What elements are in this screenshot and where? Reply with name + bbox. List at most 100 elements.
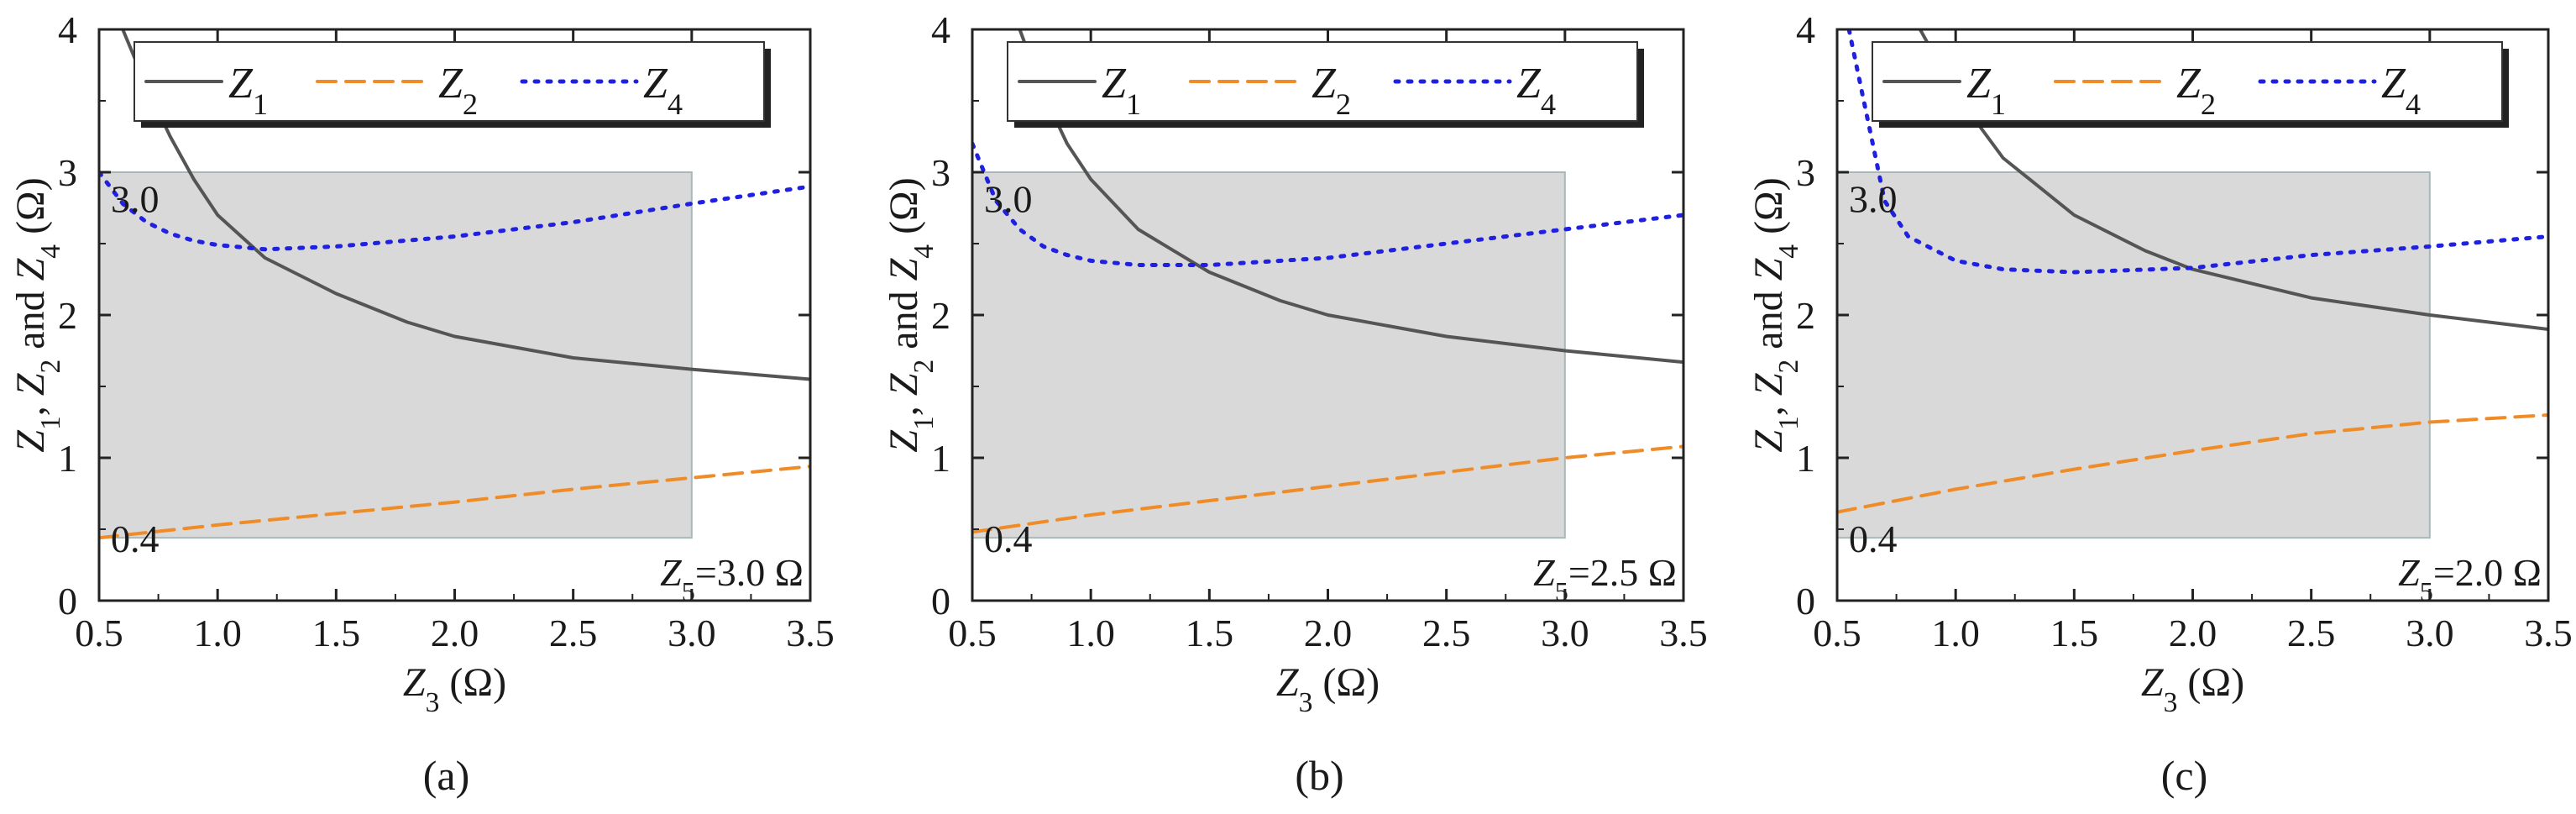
x-tick-label: 3.5 xyxy=(2524,612,2573,654)
legend-label-z2: Z2 xyxy=(438,60,478,121)
region-label-upper: 3.0 xyxy=(111,178,160,221)
legend-label-z4-var: Z xyxy=(643,60,668,108)
y-axis-label-text: , xyxy=(1746,396,1791,416)
panels: 3.00.4Z5=3.0 Ω0.5 1.0 1.5 2.0 2.5 3.0 3.501234… xyxy=(8,8,2573,799)
y-axis-label-var: Z xyxy=(8,429,53,453)
y-axis-label-var: Z xyxy=(1746,372,1791,396)
x-tick-label: 2.5 xyxy=(549,612,598,654)
x-tick-label: 1.0 xyxy=(1931,612,1980,654)
z5-label: Z5=3.0 Ω xyxy=(660,551,804,607)
series-z4 xyxy=(1846,29,2548,275)
y-axis-label-sub: 4 xyxy=(35,244,66,259)
region-label-upper: 3.0 xyxy=(984,178,1033,221)
legend-label-z4-sub: 4 xyxy=(2406,87,2421,121)
region-label-lower: 0.4 xyxy=(1849,517,1898,560)
legend-label-z2-var: Z xyxy=(2176,60,2202,108)
z5-label-sub: 5 xyxy=(682,576,695,607)
legend: Z1 Z2 Z4 xyxy=(1872,41,2509,128)
legend-label-z4: Z4 xyxy=(643,60,683,121)
legend-label-z1: Z1 xyxy=(228,60,268,121)
y-tick-label: 2 xyxy=(58,294,77,337)
legend-label-z1-var: Z xyxy=(228,60,254,108)
y-axis-label-text: , xyxy=(8,396,53,416)
y-axis-label-var: Z xyxy=(8,257,53,281)
x-tick-label: 1.0 xyxy=(193,612,242,654)
x-tick-label: 3.5 xyxy=(1659,612,1708,654)
y-axis-label-sub: 2 xyxy=(1773,360,1804,374)
legend-label-z1: Z1 xyxy=(1102,60,1141,121)
shaded-region xyxy=(98,171,693,539)
y-axis-label-text: and xyxy=(8,281,53,359)
y-tick-label: 1 xyxy=(1796,437,1815,480)
x-tick-label: 2.5 xyxy=(1422,612,1471,654)
y-axis-label-text: and xyxy=(882,281,926,359)
chart-panel-c: 3.00.4Z5=2.0 Ω0.5 1.0 1.5 2.0 2.5 3.0 3.501234… xyxy=(1746,8,2573,799)
y-axis-label-text: , xyxy=(882,396,926,416)
legend-box xyxy=(1872,41,2503,122)
x-tick-label: 2.5 xyxy=(2287,612,2336,654)
y-tick-label: 3 xyxy=(931,151,950,194)
z5-label-sub: 5 xyxy=(2420,576,2433,607)
legend-label-z4-sub: 4 xyxy=(668,87,683,121)
y-axis-label-text: and xyxy=(1746,281,1791,359)
legend-box xyxy=(1007,41,1638,122)
legend-label-z4: Z4 xyxy=(2381,60,2421,121)
x-tick-label: 3.5 xyxy=(786,612,835,654)
y-axis-label-sub: 2 xyxy=(35,360,66,374)
y-axis-label: Z1, Z2 and Z4 (Ω) xyxy=(8,177,66,452)
y-axis-label-sub: 4 xyxy=(908,244,940,259)
chart-panel-b: 3.00.4Z5=2.5 Ω0.5 1.0 1.5 2.0 2.5 3.0 3.501234… xyxy=(882,8,1708,799)
panel-caption: (a) xyxy=(423,752,470,799)
series-z4 xyxy=(972,141,1683,267)
y-axis-label-text: (Ω) xyxy=(1746,177,1791,244)
x-tick-label: 3.0 xyxy=(668,612,716,654)
y-axis-label-var: Z xyxy=(1746,257,1791,281)
shaded-region xyxy=(1836,171,2431,539)
legend-label-z4-var: Z xyxy=(2381,60,2406,108)
x-tick-label: 3.0 xyxy=(1541,612,1589,654)
shaded-region xyxy=(971,171,1566,539)
legend: Z1 Z2 Z4 xyxy=(134,41,771,128)
x-axis-label-rest: (Ω) xyxy=(439,660,506,705)
x-tick-label: 1.0 xyxy=(1066,612,1115,654)
x-axis-label-rest: (Ω) xyxy=(2177,660,2244,705)
series-z1 xyxy=(121,29,810,381)
legend-label-z2-sub: 2 xyxy=(2201,87,2216,121)
z5-label: Z5=2.5 Ω xyxy=(1533,551,1677,607)
y-axis-label-var: Z xyxy=(1746,429,1791,453)
y-axis-label: Z1, Z2 and Z4 (Ω) xyxy=(882,177,940,452)
series-z2 xyxy=(972,444,1683,534)
legend-label-z1-sub: 1 xyxy=(1991,87,2006,121)
panel-caption: (b) xyxy=(1295,752,1343,799)
x-tick-label: 0.5 xyxy=(75,612,123,654)
z5-label-rest: =3.0 Ω xyxy=(695,551,804,594)
legend-label-z2: Z2 xyxy=(1312,60,1351,121)
y-tick-label: 4 xyxy=(931,8,950,51)
x-axis-label-sub: 3 xyxy=(426,687,440,718)
y-tick-label: 0 xyxy=(1796,580,1815,622)
legend-label-z2-sub: 2 xyxy=(463,87,478,121)
legend-label-z1: Z1 xyxy=(1966,60,2006,121)
legend: Z1 Z2 Z4 xyxy=(1007,41,1644,128)
z5-label-var: Z xyxy=(1533,551,1555,594)
y-axis-label-sub: 1 xyxy=(1773,416,1804,430)
y-tick-label: 4 xyxy=(1796,8,1815,51)
chart-panel-a: 3.00.4Z5=3.0 Ω0.5 1.0 1.5 2.0 2.5 3.0 3.501234… xyxy=(8,8,835,799)
legend-label-z4-sub: 4 xyxy=(1541,87,1556,121)
x-axis-label-sub: 3 xyxy=(2164,687,2178,718)
x-axis-label-var: Z xyxy=(1276,660,1300,705)
y-tick-label: 0 xyxy=(931,580,950,622)
x-axis-label-rest: (Ω) xyxy=(1312,660,1380,705)
y-tick-label: 4 xyxy=(58,8,77,51)
z5-label-rest: =2.5 Ω xyxy=(1568,551,1677,594)
z5-label-rest: =2.0 Ω xyxy=(2433,551,2542,594)
legend-label-z2: Z2 xyxy=(2176,60,2216,121)
legend-label-z2-sub: 2 xyxy=(1336,87,1351,121)
x-axis-label-var: Z xyxy=(403,660,427,705)
y-axis-label: Z1, Z2 and Z4 (Ω) xyxy=(1746,177,1804,452)
z5-label-sub: 5 xyxy=(1555,576,1568,607)
region-label-upper: 3.0 xyxy=(1849,178,1898,221)
z5-label-var: Z xyxy=(2398,551,2420,594)
x-tick-label: 2.0 xyxy=(2169,612,2217,654)
